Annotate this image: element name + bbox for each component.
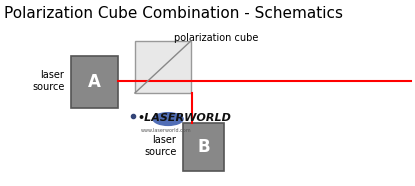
- Text: Polarization Cube Combination - Schematics: Polarization Cube Combination - Schemati…: [4, 6, 343, 21]
- Text: B: B: [197, 138, 210, 156]
- Text: laser
source: laser source: [144, 135, 176, 157]
- Text: laser
source: laser source: [32, 70, 64, 92]
- Text: •LASERWORLD: •LASERWORLD: [137, 113, 231, 123]
- Circle shape: [152, 112, 184, 126]
- Bar: [135, 41, 191, 93]
- Bar: [183, 123, 224, 171]
- Text: www.laserworld.com: www.laserworld.com: [141, 128, 192, 133]
- Text: A: A: [88, 73, 101, 91]
- Bar: [71, 56, 118, 108]
- Text: polarization cube: polarization cube: [173, 33, 258, 44]
